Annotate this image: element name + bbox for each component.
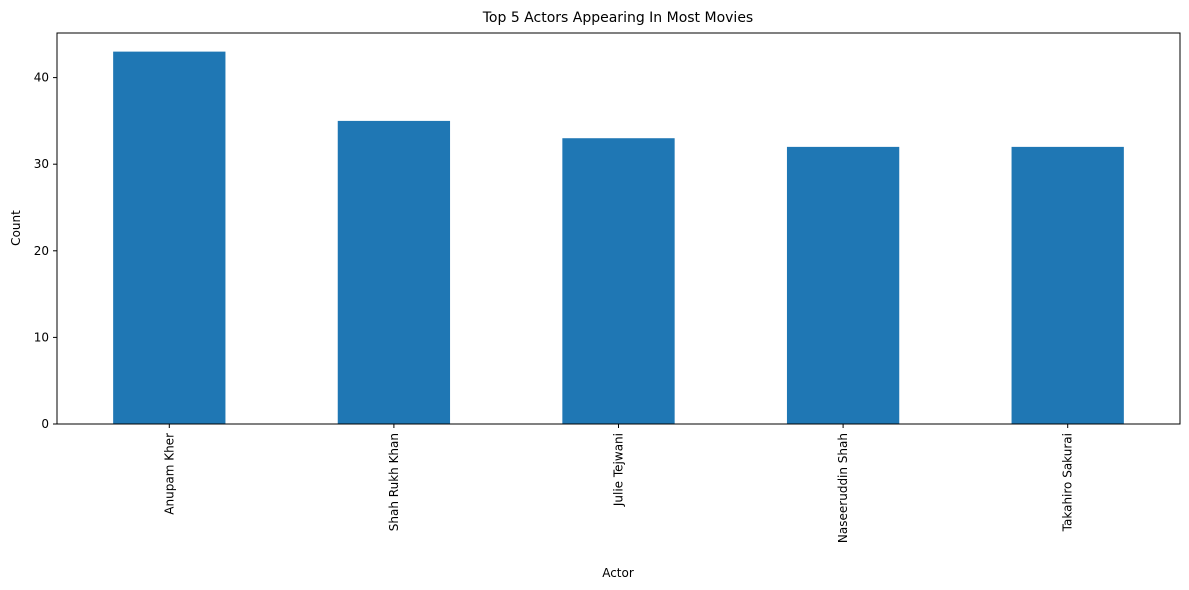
y-tick-label-0: 0 <box>41 417 49 431</box>
y-tick-label-3: 30 <box>34 157 49 171</box>
x-tick-label-0: Anupam Kher <box>162 433 176 515</box>
x-tick-label-4: Takahiro Sakurai <box>1061 433 1075 532</box>
y-tick-label-2: 20 <box>34 244 49 258</box>
y-axis-label: Count <box>9 210 23 246</box>
bar-1 <box>337 120 451 425</box>
x-tick-label-3: Naseeruddin Shah <box>836 433 850 543</box>
chart-title: Top 5 Actors Appearing In Most Movies <box>482 10 753 26</box>
x-axis-label: Actor <box>602 566 634 580</box>
x-tick-label-2: Julie Tejwani <box>612 433 626 507</box>
y-tick-label-4: 40 <box>34 71 49 85</box>
x-tick-label-1: Shah Rukh Khan <box>387 433 401 531</box>
bar-3 <box>786 146 900 424</box>
bars-group <box>113 51 1124 425</box>
y-axis-ticks: 0 10 20 30 40 <box>34 71 57 431</box>
axes-frame <box>56 32 1181 425</box>
bar-0 <box>113 51 226 425</box>
bar-2 <box>562 138 675 424</box>
x-axis-ticks: Anupam Kher Shah Rukh Khan Julie Tejwani Na… <box>162 424 1075 543</box>
bar-4 <box>1011 146 1124 424</box>
y-tick-label-1: 10 <box>34 330 49 344</box>
